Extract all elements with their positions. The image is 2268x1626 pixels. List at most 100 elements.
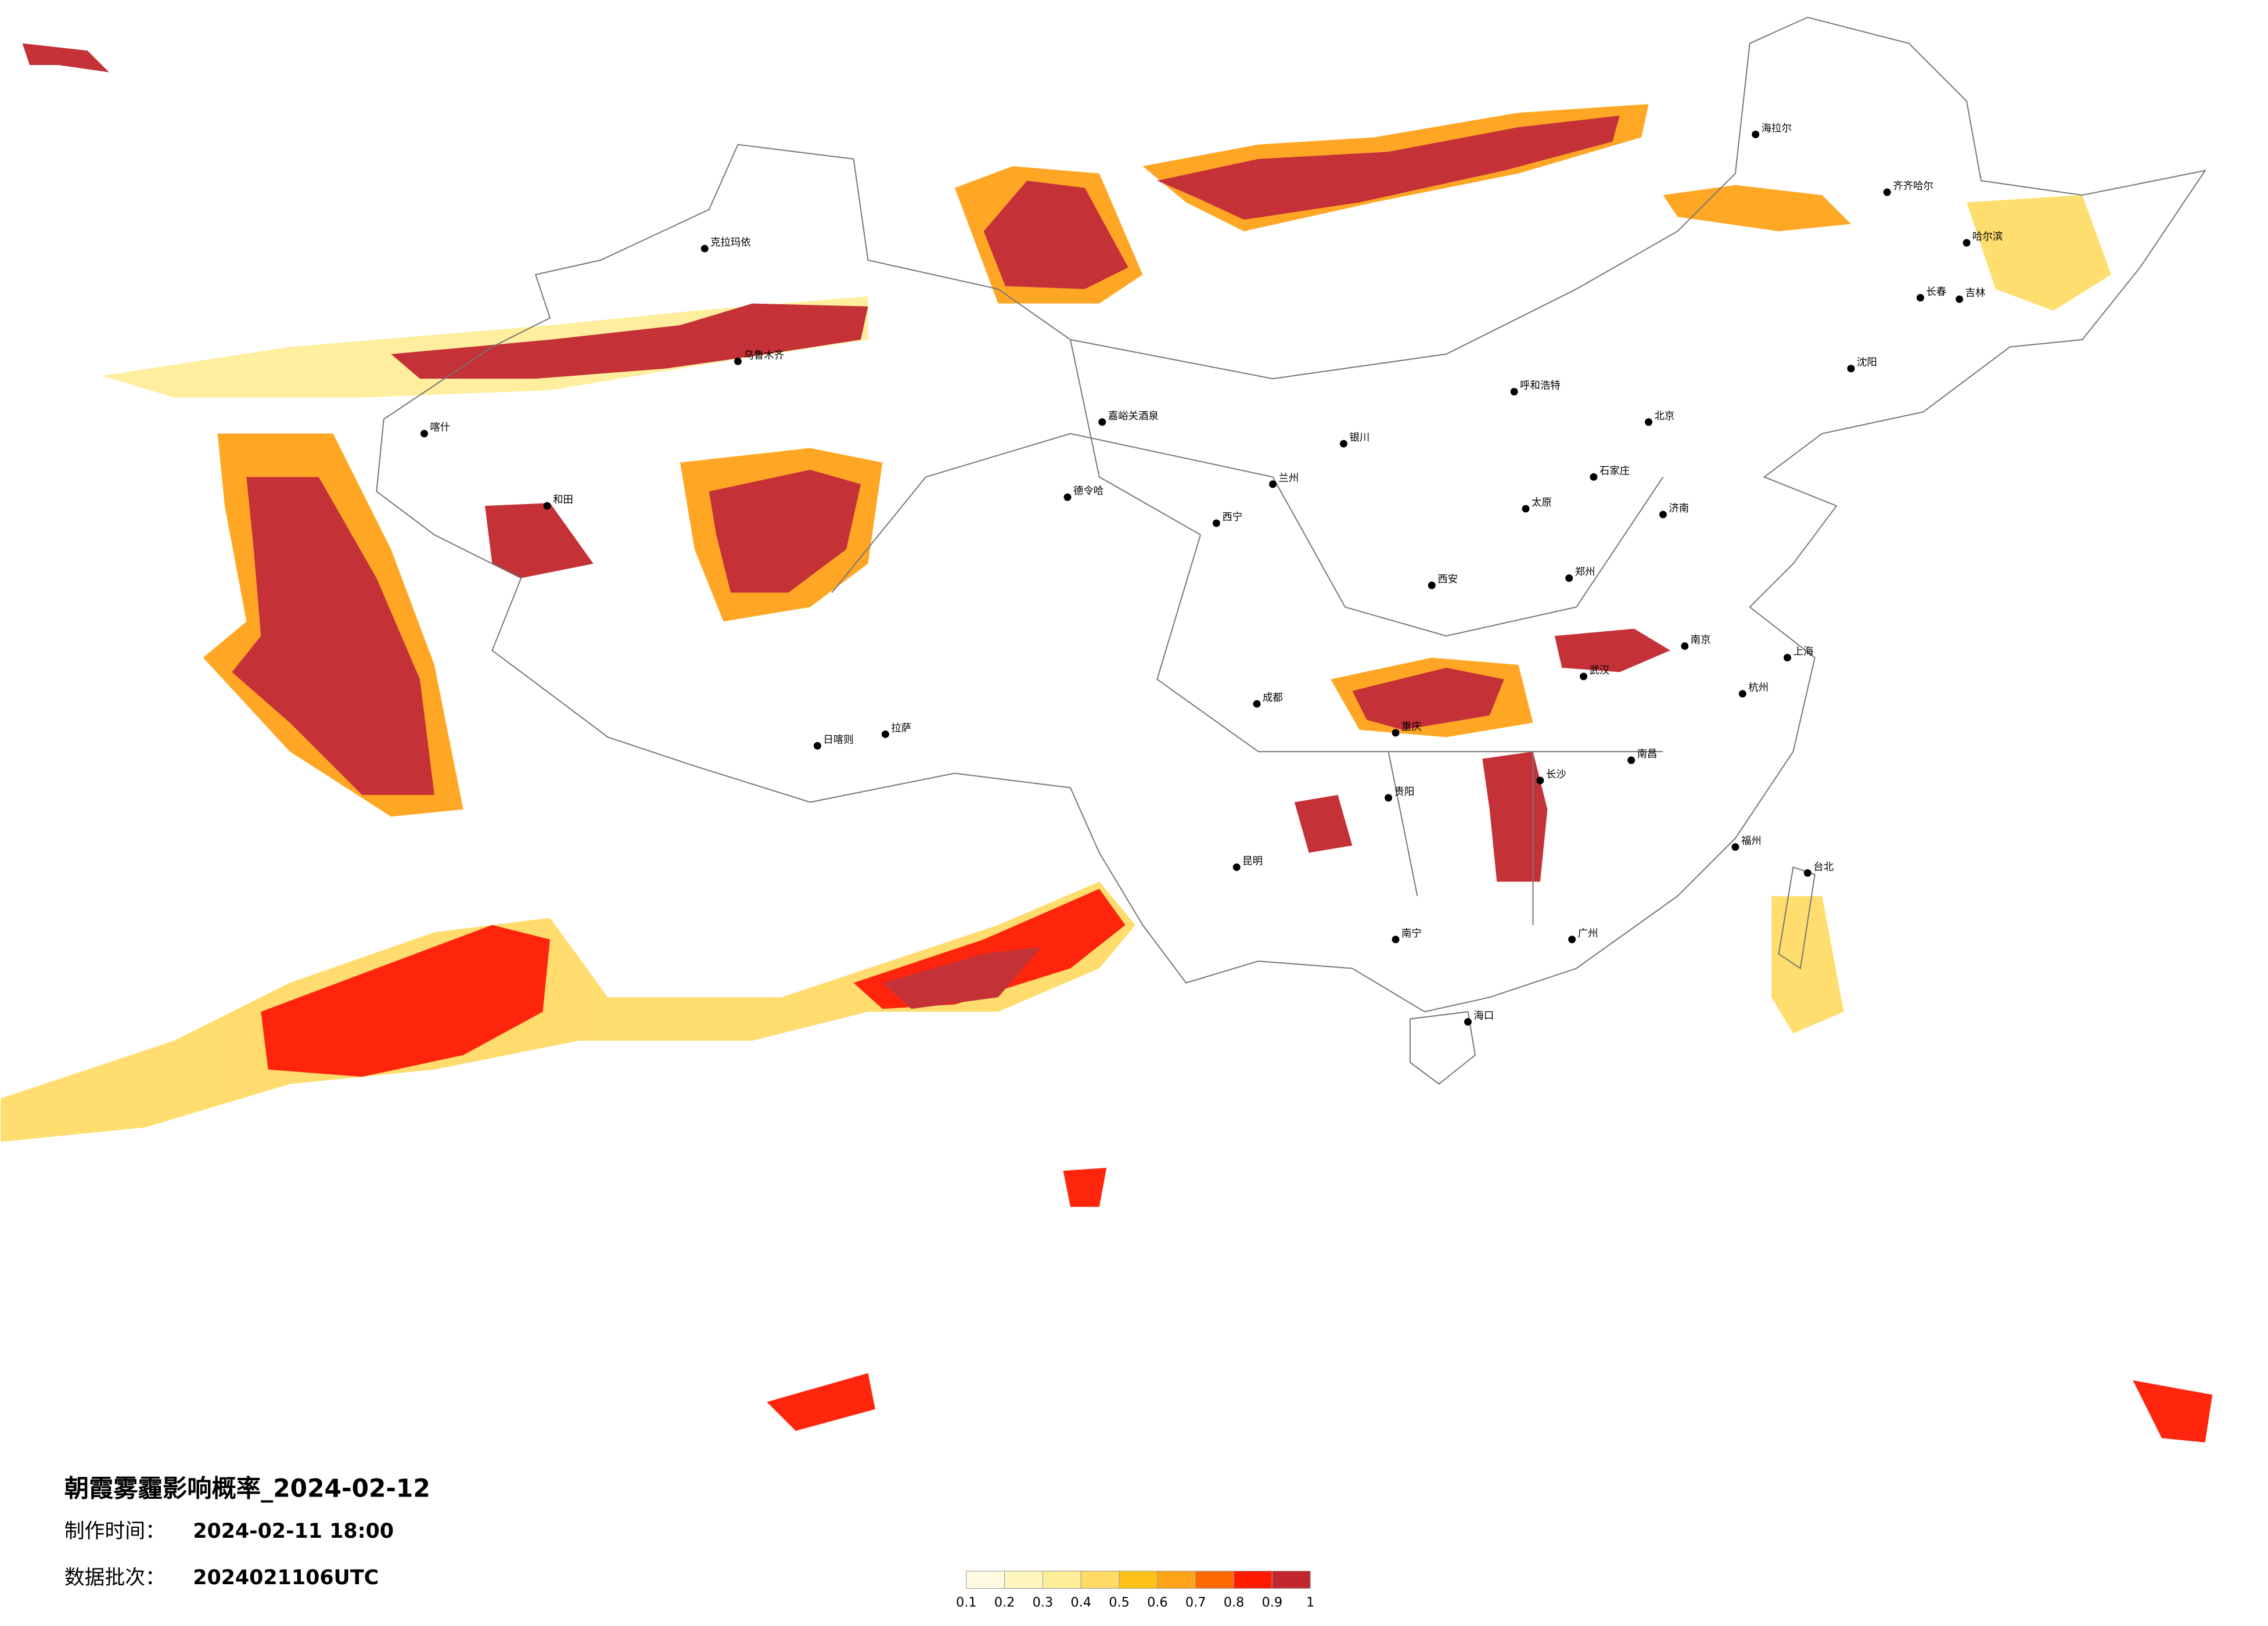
- province-border: [831, 339, 1664, 925]
- haze-area: [1554, 628, 1670, 672]
- city-dot: [813, 742, 821, 750]
- haze-area: [983, 181, 1128, 289]
- city-label: 长春: [1926, 286, 1946, 298]
- colorbar-label: 0.8: [1224, 1595, 1245, 1610]
- map-title: 朝霞雾霾影响概率_2024-02-12: [64, 1474, 430, 1503]
- city-label: 齐齐哈尔: [1893, 181, 1933, 192]
- city-label: 吉林: [1965, 287, 1986, 299]
- city-dot: [1659, 510, 1667, 519]
- city-label: 石家庄: [1600, 465, 1630, 477]
- colorbar-swatch: [1271, 1570, 1311, 1589]
- colorbar-swatch: [1195, 1570, 1235, 1589]
- haze-area: [261, 924, 550, 1077]
- city-dot: [1731, 843, 1739, 851]
- city-dot: [1916, 294, 1924, 302]
- city-dot: [1847, 365, 1855, 373]
- city-label: 杭州: [1748, 682, 1769, 694]
- city-dot: [881, 730, 889, 738]
- city-label: 上海: [1793, 646, 1813, 657]
- city-dot: [420, 430, 428, 438]
- colorbar: 0.1 0.2 0.3 0.4 0.5 0.6 0.7 0.8 0.9 1: [956, 1570, 1314, 1610]
- city-dot: [543, 502, 551, 510]
- colorbar-swatch: [1080, 1570, 1120, 1589]
- city-label: 重庆: [1401, 721, 1422, 733]
- city-dot: [1883, 188, 1891, 196]
- city-dot: [1590, 473, 1598, 481]
- city-label: 西安: [1437, 574, 1458, 585]
- haze-area: [1482, 751, 1548, 882]
- haze-area: [1771, 896, 1844, 1034]
- city-label: 南昌: [1637, 749, 1658, 760]
- city-dot: [1464, 1018, 1472, 1026]
- city-dot: [1738, 690, 1746, 698]
- probability-field: [1, 43, 2213, 1442]
- info-label: 制作时间：: [64, 1520, 166, 1543]
- city-dot: [1956, 295, 1964, 303]
- colorbar-swatch: [1119, 1570, 1158, 1589]
- info-value: 2024021106UTC: [193, 1566, 379, 1589]
- city-label: 呼和浩特: [1520, 380, 1561, 392]
- haze-area: [1967, 195, 2111, 311]
- city-label: 乌鲁木齐: [744, 350, 785, 361]
- city-dot: [1681, 642, 1689, 650]
- city-label: 贵阳: [1394, 786, 1415, 798]
- haze-area: [484, 503, 594, 578]
- city-dot: [700, 244, 709, 253]
- info-value: 2024-02-11 18:00: [193, 1520, 394, 1543]
- island-border: [1409, 866, 1816, 1085]
- city-label: 广州: [1578, 928, 1598, 940]
- city-label: 南京: [1691, 635, 1711, 646]
- city-dot: [1392, 936, 1400, 944]
- city-label: 沈阳: [1857, 357, 1877, 369]
- city-dot: [1752, 130, 1760, 138]
- city-label: 日喀则: [823, 734, 853, 746]
- city-dot: [1645, 418, 1653, 426]
- city-dot: [1963, 239, 1971, 247]
- haze-area: [1063, 1168, 1107, 1207]
- city-dot: [1536, 776, 1544, 785]
- city-label: 南宁: [1401, 928, 1422, 940]
- city-label: 拉萨: [891, 722, 911, 734]
- haze-area: [232, 477, 434, 795]
- city-label: 喀什: [430, 422, 450, 434]
- city-label: 长沙: [1546, 769, 1566, 780]
- info-label: 数据批次：: [64, 1566, 166, 1589]
- city-dot: [1339, 440, 1347, 448]
- colorbar-label: 0.2: [994, 1595, 1015, 1610]
- city-dot: [1063, 493, 1072, 501]
- city-dot: [1212, 519, 1220, 527]
- haze-area: [709, 469, 861, 593]
- colorbar-label: 0.9: [1262, 1595, 1283, 1610]
- haze-area: [1352, 667, 1504, 730]
- city-label: 台北: [1813, 861, 1834, 873]
- city-label: 西宁: [1222, 512, 1242, 523]
- city-dot: [1627, 756, 1636, 764]
- city-dot: [1385, 794, 1393, 802]
- haze-area: [2133, 1380, 2213, 1442]
- city-dot: [1580, 672, 1588, 681]
- country-border: [376, 16, 2206, 1013]
- colorbar-swatch: [1157, 1570, 1196, 1589]
- haze-area: [767, 1373, 875, 1431]
- city-dot: [1784, 653, 1791, 661]
- city-dot: [1232, 863, 1241, 871]
- city-dot: [1565, 574, 1573, 582]
- city-label: 太原: [1532, 497, 1552, 509]
- borders: [376, 16, 2206, 1085]
- city-dot: [1098, 418, 1106, 426]
- haze-area: [882, 947, 1042, 1009]
- city-label: 克拉玛依: [710, 237, 751, 249]
- city-label: 济南: [1669, 503, 1689, 515]
- colorbar-swatch: [1234, 1570, 1273, 1589]
- colorbar-label: 1: [1306, 1595, 1314, 1610]
- city-label: 武汉: [1590, 665, 1610, 677]
- haze-area: [1157, 116, 1620, 220]
- colorbar-label: 0.7: [1185, 1595, 1206, 1610]
- haze-area: [1, 882, 1135, 1142]
- city-label: 昆明: [1242, 855, 1263, 867]
- colorbar-label: 0.4: [1070, 1595, 1091, 1610]
- city-label: 德令哈: [1073, 485, 1104, 497]
- colorbar-label: 0.1: [956, 1595, 977, 1610]
